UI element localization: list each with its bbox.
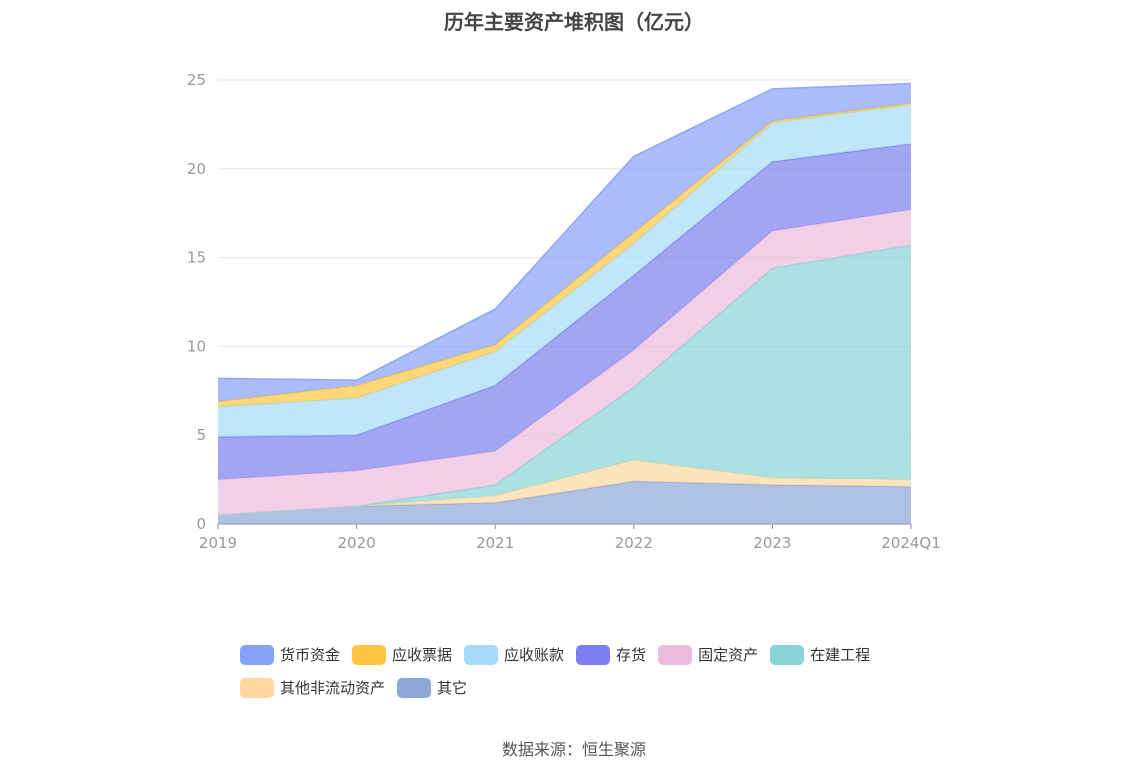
area-series-5 [218,104,911,437]
y-tick-label: 10 [187,337,206,355]
legend-label: 固定资产 [698,646,759,664]
legend-swatch [240,677,274,698]
legend-label: 应收票据 [392,646,453,664]
data-source-note: 数据来源：恒生聚源 [501,740,646,759]
legend-swatch [352,644,387,665]
area-series-4 [218,143,911,480]
axes: 0 5 10 15 20 25 2019 2020 2021 2022 2023 2024Q1 [187,71,941,552]
area-series-7 [218,83,911,402]
legend-swatch [240,644,274,665]
legend: 货币资金 应收票据 应收账款 存货 固定资产 在建工程其他非流动资产 其它 [240,638,940,704]
legend-swatch [464,644,499,665]
area-series-0 [218,481,911,524]
legend-label: 货币资金 [280,646,341,664]
chart-title: 历年主要资产堆积图（亿元） [444,10,704,34]
legend-swatch [576,644,611,665]
legend-item[interactable]: 在建工程 [770,638,870,671]
legend-item[interactable]: 存货 [576,638,646,671]
legend-item[interactable]: 其他非流动资产 [240,671,385,704]
y-tick-label: 0 [196,515,206,533]
legend-item[interactable]: 固定资产 [658,638,758,671]
x-tick-label: 2019 [199,534,237,552]
legend-label: 存货 [616,646,647,664]
x-tick-label: 2022 [615,534,653,552]
x-tick-label: 2023 [753,534,791,552]
y-tick-label: 20 [187,160,206,178]
x-tick-label: 2021 [476,534,514,552]
legend-label: 其他非流动资产 [280,679,386,697]
legend-swatch [397,677,432,698]
legend-swatch [658,644,693,665]
legend-item[interactable]: 应收账款 [464,638,564,671]
legend-item[interactable]: 应收票据 [352,638,452,671]
x-tick-label: 2024Q1 [881,534,941,552]
legend-item[interactable]: 货币资金 [240,638,340,671]
chart-canvas: 0 5 10 15 20 25 2019 2020 2021 2022 2023 2024Q1 [187,71,941,552]
area-series-3 [218,209,911,516]
y-tick-label: 25 [187,71,206,89]
area-series-line-7 [217,82,912,381]
legend-label: 应收账款 [504,646,565,664]
area-series [217,82,912,524]
legend-swatch [770,644,805,665]
legend-label: 其它 [437,679,468,697]
area-series-2 [218,245,911,516]
y-tick-label: 15 [187,249,206,267]
x-tick-label: 2020 [338,534,376,552]
legend-item[interactable]: 其它 [397,671,467,704]
y-tick-label: 5 [196,426,206,444]
legend-label: 在建工程 [810,646,871,664]
